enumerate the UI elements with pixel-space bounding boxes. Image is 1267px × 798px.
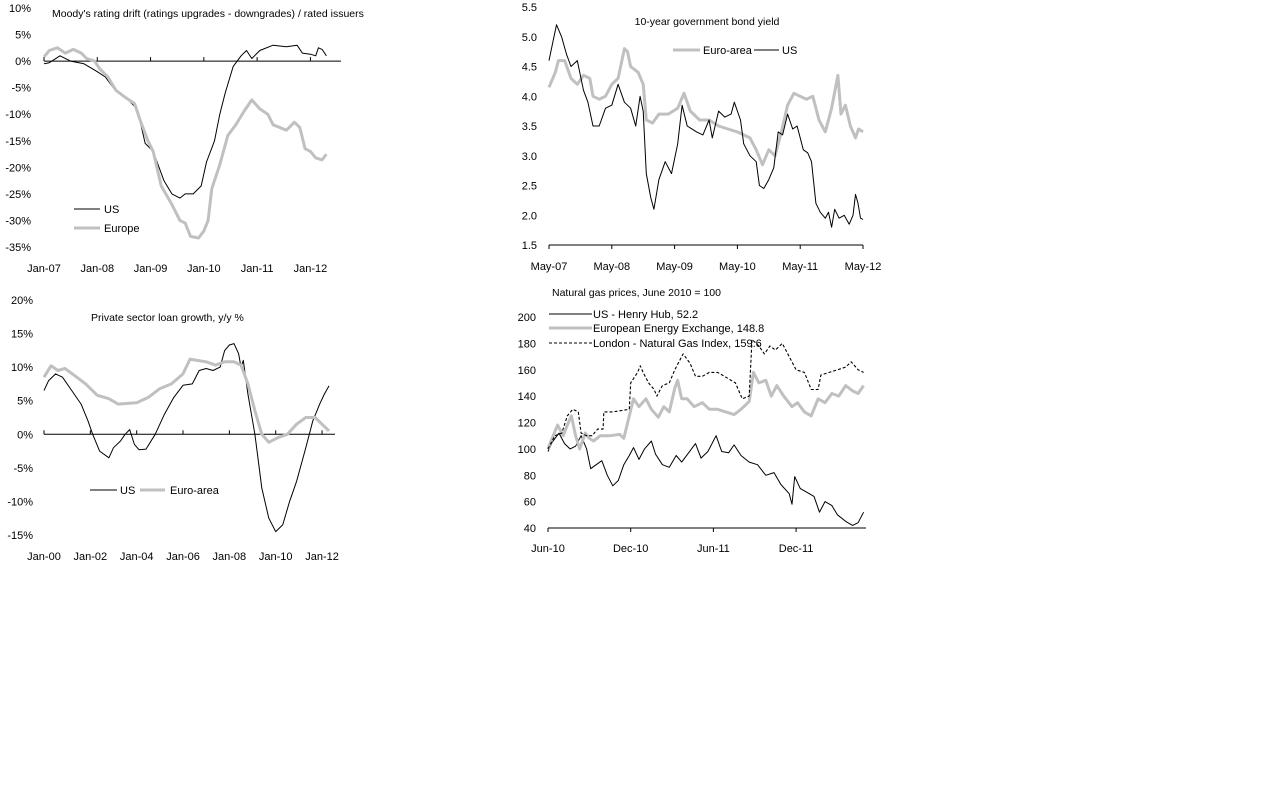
x-tick-label: May-07	[531, 261, 568, 273]
y-tick-label: 2.0	[522, 210, 537, 222]
series-line-euro-area	[547, 47, 864, 167]
x-tick-label: May-11	[782, 261, 818, 273]
y-tick-label: -15%	[5, 136, 31, 148]
y-tick-label: 140	[518, 391, 536, 403]
x-tick-label: Jan-00	[27, 551, 61, 563]
chart-2: 10-year government bond yield 5.5 5.0 4.5 4.…	[522, 2, 882, 273]
x-tick-label: Dec-10	[613, 543, 648, 555]
legend-label: European Energy Exchange, 148.8	[593, 323, 764, 335]
x-tick-label: May-10	[719, 261, 756, 273]
x-tick-label: May-09	[656, 261, 693, 273]
y-tick-label: 160	[518, 365, 536, 377]
series-line-london-natural-gas-index	[547, 338, 864, 450]
y-tick-label: -20%	[5, 162, 31, 174]
y-tick-label: 180	[518, 338, 536, 350]
y-tick-label: 40	[524, 523, 536, 535]
legend-label: Euro-area	[170, 485, 220, 497]
y-tick-label: -30%	[5, 215, 31, 227]
y-tick-label: 5%	[15, 30, 31, 42]
y-tick-label: 5.0	[522, 32, 537, 44]
y-tick-label: 2.5	[522, 181, 537, 193]
y-tick-label: -15%	[7, 530, 33, 542]
x-tick-label: May-08	[593, 261, 630, 273]
y-tick-label: -25%	[5, 189, 31, 201]
x-tick-label: Jan-02	[74, 551, 108, 563]
y-tick-label: 0%	[17, 429, 33, 441]
x-tick-label: Jan-09	[134, 263, 168, 275]
x-tick-label: Jan-10	[187, 263, 221, 275]
y-tick-label: 100	[518, 444, 536, 456]
y-tick-label: 4.5	[522, 62, 537, 74]
y-tick-label: 15%	[11, 329, 33, 341]
y-tick-label: 200	[518, 312, 536, 324]
chart-1: Moody's rating drift (ratings upgrades -…	[5, 3, 364, 275]
x-tick-label: Jan-12	[305, 551, 339, 563]
chart-4: Natural gas prices, June 2010 = 100 200 18…	[518, 287, 866, 555]
x-tick-label: Jan-12	[294, 263, 328, 275]
legend-label: Euro-area	[703, 45, 753, 57]
legend-label: US	[104, 204, 119, 216]
y-tick-label: 120	[518, 418, 536, 430]
x-tick-label: Jan-07	[27, 263, 61, 275]
y-tick-label: 20%	[11, 295, 33, 307]
x-tick-label: Jan-10	[259, 551, 293, 563]
x-tick-label: Jan-08	[213, 551, 247, 563]
chart-3: Private sector loan growth, y/y % 20% 15% 1…	[7, 295, 339, 563]
x-tick-label: May-12	[845, 261, 882, 273]
y-tick-label: 5%	[17, 396, 33, 408]
series-line-euro-area	[42, 357, 331, 444]
series-line-europe	[42, 46, 328, 240]
series-line-european-energy-exchange	[546, 370, 865, 451]
series-line-us	[548, 24, 864, 228]
x-tick-label: Jan-04	[120, 551, 154, 563]
chart-title: Natural gas prices, June 2010 = 100	[552, 287, 721, 299]
y-tick-label: -10%	[5, 109, 31, 121]
y-tick-label: -10%	[7, 496, 33, 508]
x-tick-label: Jan-06	[166, 551, 200, 563]
legend-label: London - Natural Gas Index, 159.6	[593, 338, 762, 350]
y-tick-label: 3.5	[522, 121, 537, 133]
y-tick-label: 80	[524, 470, 536, 482]
x-tick-label: Jun-10	[531, 543, 565, 555]
legend-label: US - Henry Hub, 52.2	[593, 309, 698, 321]
y-tick-label: 1.5	[522, 240, 537, 252]
legend-label: Europe	[104, 223, 139, 235]
y-tick-label: 3.0	[522, 151, 537, 163]
y-tick-label: 60	[524, 497, 536, 509]
y-tick-label: 4.0	[522, 91, 537, 103]
y-tick-label: 0%	[15, 56, 31, 68]
y-tick-label: 10%	[11, 362, 33, 374]
series-line-us-henry-hub	[547, 432, 865, 526]
y-tick-label: -35%	[5, 242, 31, 254]
series-line-us	[43, 343, 330, 533]
y-tick-label: 5.5	[522, 2, 537, 14]
chart-title: Moody's rating drift (ratings upgrades -…	[52, 8, 364, 20]
y-tick-label: -5%	[13, 463, 33, 475]
chart-title: Private sector loan growth, y/y %	[91, 312, 244, 324]
x-tick-label: Jan-11	[241, 263, 274, 275]
y-tick-label: 10%	[9, 3, 31, 15]
x-tick-label: Dec-11	[779, 543, 814, 555]
chart-title: 10-year government bond yield	[635, 16, 780, 28]
legend-label: US	[782, 45, 797, 57]
x-tick-label: Jun-11	[697, 543, 730, 555]
x-tick-label: Jan-08	[80, 263, 114, 275]
series-line-us	[43, 44, 327, 199]
y-tick-label: -5%	[11, 83, 31, 95]
legend-label: US	[120, 485, 135, 497]
